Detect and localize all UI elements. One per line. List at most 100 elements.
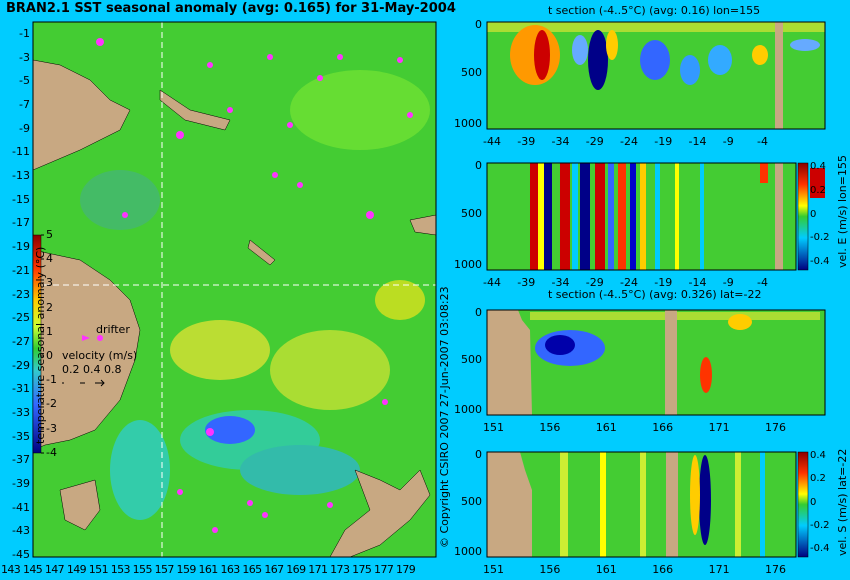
map-lon-tick-label: 165 [242,563,262,576]
map-lon-tick-label: 179 [396,563,416,576]
section3-y-tick-label: 1000 [454,403,482,416]
section4-colorbar-tick-label: 0 [810,496,817,508]
map-lon-tick-label: 157 [154,563,175,576]
map-lon-tick-label: 161 [198,563,219,576]
section1-y-tick-label: 0 [475,18,482,31]
map-lat-tick-label: -13 [12,169,30,183]
map-colorbar-tick-label: 5 [46,228,53,241]
drifter-legend-marker [82,335,90,341]
map-lon-tick-label: 151 [88,563,109,576]
section4-x-tick-label: 176 [765,563,786,576]
section2-y-tick-label: 0 [475,159,482,172]
section1-title: t section (-4..5°C) (avg: 0.16) lon=155 [548,4,761,17]
map-lat-tick-label: -37 [12,453,30,467]
section4-colorbar-tick-label: -0.4 [810,543,830,554]
section1-x-tick-label: -19 [654,135,673,148]
section1-x-tick-label: -39 [517,135,536,148]
map-colorbar-tick-label: 1 [46,324,53,338]
map-lon-tick-label: 171 [308,563,328,576]
section1-y-tick-label: 500 [461,65,482,79]
map-lon-tick-label: 149 [66,563,87,576]
map-lat-tick-label: -3 [19,50,30,64]
map-lat-tick-label: -5 [19,74,30,88]
map-colorbar-label: temperature seasonal anomaly (°C) [34,246,47,444]
map-lat-tick-label: -43 [12,524,30,538]
section2-colorbar-tick-label: 0.2 [810,184,826,196]
section3-x-tick-label: 166 [652,421,674,434]
map-colorbar-tick-label: -4 [46,445,57,459]
map-lat-tick-label: -17 [12,216,30,230]
map-lat-tick-label: -19 [12,240,30,254]
drifter-legend-label: drifter [96,323,130,336]
map-lon-tick-label: 175 [352,563,372,576]
map-colorbar-tick-label: 2 [46,300,53,314]
map-lat-tick-label: -41 [12,500,30,514]
map-lat-tick-label: -7 [19,98,30,112]
copyright-text: © Copyright CSIRO 2007 27-Jun-2007 03:08… [438,286,451,548]
section1-y-tick-label: 1000 [454,116,482,130]
section2-colorbar-label: vel. E (m/s) lon=155 [836,155,849,268]
map-lon-tick-label: 155 [132,563,153,576]
map-lon-tick-label: 177 [374,563,394,576]
section4-x-tick-label: 156 [539,563,561,576]
map-colorbar-tick-label: 3 [46,276,53,290]
map-lat-tick-label: -23 [12,287,30,301]
map-land [32,59,437,558]
section2-colorbar-tick-label: 0 [810,208,817,220]
drifter-markers [96,38,413,533]
velocity-legend-arrows [62,379,105,387]
map-colorbar-tick-label: 0 [46,349,53,362]
section2-x-tick-label: -9 [722,276,734,289]
section4-y-tick-label: 500 [461,495,482,508]
map-lon-tick-label: 143 [1,563,21,576]
map-anomaly-features [80,70,430,520]
section3-x-tick-label: 151 [483,421,504,434]
section3-x-tick-label: 176 [765,421,786,434]
section1-x-tick-label: -9 [722,135,734,148]
map-colorbar-tick-label: 4 [46,252,53,266]
map-lat-tick-label: -29 [12,358,30,372]
section4-colorbar-tick-label: 0.4 [810,450,826,461]
section2-colorbar-tick-label: 0.4 [810,161,826,172]
section4-x-tick-label: 166 [652,563,674,576]
section2-y-tick-label: 1000 [454,257,482,271]
velocity-legend-values: 0.2 0.4 0.8 [62,363,122,376]
section3-plot [486,309,826,416]
map-lat-tick-label: -33 [12,405,30,419]
velocity-legend-label: velocity (m/s) [62,349,138,362]
map-lon-tick-label: 153 [110,563,131,576]
map-lat-tick-label: -1 [19,27,30,40]
section4-y-tick-label: 1000 [454,545,482,558]
section4-x-tick-label: 161 [595,563,617,576]
map-lat-tick-label: -35 [12,429,30,443]
section2-x-tick-label: -29 [585,276,604,289]
section2-colorbar-tick-label: -0.4 [810,256,830,267]
section2-colorbar-tick-label: -0.2 [810,232,830,244]
map-lat-tick-label: -45 [12,548,30,561]
map-lon-tick-label: 169 [286,563,306,576]
section3-title: t section (-4..5°C) (avg: 0.326) lat=-22 [548,288,762,301]
map-lon-tick-label: 147 [44,563,65,576]
section3-x-tick-label: 156 [539,421,561,434]
map-title: BRAN2.1 SST seasonal anomaly (avg: 0.165… [6,1,456,16]
section2-x-tick-label: -39 [517,276,536,289]
section2-x-tick-label: -24 [620,276,638,289]
section4-y-tick-label: 0 [475,448,482,461]
section1-x-tick-label: -4 [757,135,768,148]
map-lat-tick-label: -15 [12,192,30,206]
map-lat-tick-label: -27 [12,334,30,348]
map-colorbar-ticks [41,234,44,454]
section4-plot [486,451,809,558]
map-colorbar-tick-label: -2 [46,397,57,411]
map-lon-tick-label: 163 [220,563,240,576]
section1-plot [486,21,826,130]
section4-x-tick-label: 151 [483,563,504,576]
section1-x-tick-label: -29 [585,135,604,148]
section3-x-tick-label: 171 [708,421,730,434]
map-lat-tick-label: -21 [12,263,30,277]
map-lat-tick-label: -11 [12,145,30,159]
section1-x-tick-label: -14 [688,135,707,148]
map-lat-tick-label: -31 [12,382,30,396]
map-colorbar-tick-label: -3 [46,421,57,435]
